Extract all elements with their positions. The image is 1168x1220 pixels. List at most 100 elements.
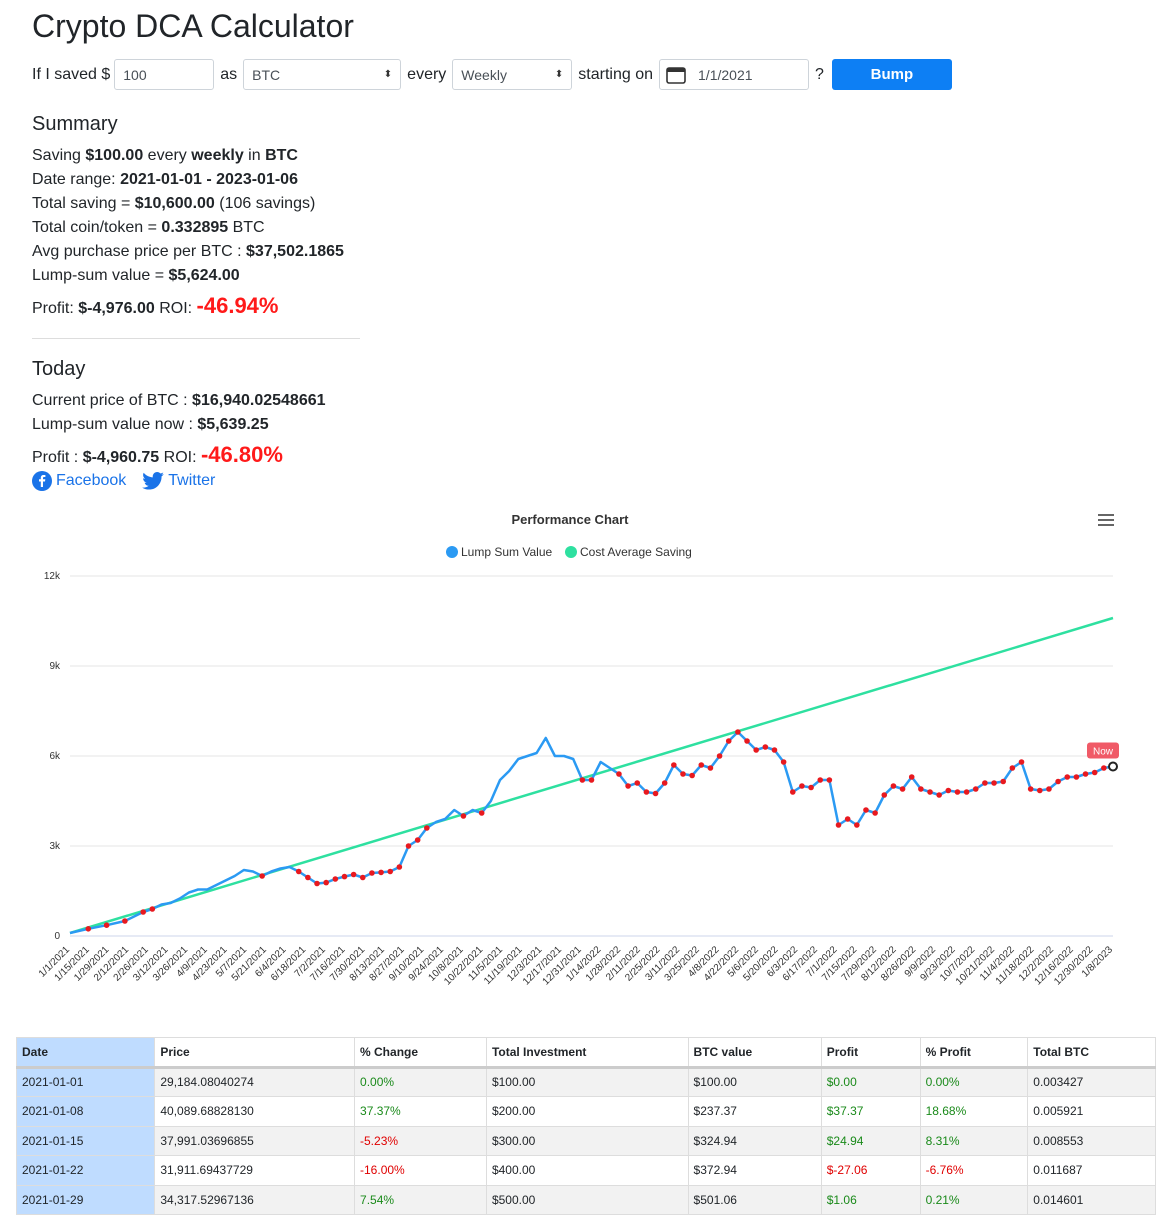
loss-point-marker [844, 816, 851, 822]
summary-avg: Avg purchase price per BTC : $37,502.186… [32, 243, 344, 260]
loss-point-marker [625, 783, 631, 789]
table-header-cell[interactable]: Profit [820, 1037, 921, 1069]
chart-series: Now [69, 616, 1119, 935]
table-cell: 0.008553 [1027, 1125, 1156, 1156]
table-cell: $237.37 [687, 1096, 822, 1127]
loss-point-marker [616, 771, 622, 777]
table-cell: 7.54% [354, 1184, 487, 1215]
legend-lump-label[interactable]: Lump Sum Value [461, 545, 552, 559]
summary-section: Summary Saving $100.00 every weekly in B… [32, 110, 344, 321]
loss-point-marker [945, 787, 952, 794]
table-cell: $1.06 [820, 1184, 921, 1215]
legend-dca-label[interactable]: Cost Average Saving [580, 545, 692, 559]
today-roi: -46.80% [200, 442, 283, 467]
today-lump: Lump-sum value now : $5,639.25 [32, 416, 269, 433]
table-cell: 29,184.08040274 [154, 1066, 356, 1097]
loss-point-marker [698, 762, 705, 768]
loss-point-marker [460, 813, 467, 819]
table-cell: $100.00 [687, 1066, 822, 1097]
calendar-icon[interactable] [666, 66, 686, 84]
now-point [1108, 761, 1118, 772]
loss-point-marker [927, 789, 933, 795]
facebook-link[interactable]: Facebook [32, 471, 126, 491]
prefix-label: If I saved $ [32, 65, 111, 83]
loss-point-marker [689, 772, 695, 779]
loss-point-marker [854, 822, 860, 828]
series-cost-average-line [69, 616, 1114, 935]
loss-point-marker [122, 918, 128, 924]
table-cell: 0.011687 [1027, 1155, 1156, 1186]
table-cell: 40,089.68828130 [154, 1096, 356, 1127]
coin-select[interactable]: BTC ⬍ [243, 59, 402, 90]
start-date-value: 1/1/2021 [698, 66, 753, 83]
table-cell: 18.68% [919, 1096, 1029, 1127]
table-cell: 0.014601 [1027, 1184, 1156, 1215]
loss-point-marker [103, 922, 110, 928]
y-tick-label: 0 [54, 931, 60, 942]
table-row: 2021-01-08 40,089.68828130 37.37% $200.00 $2… [15, 1096, 1156, 1127]
loss-point-marker [808, 784, 814, 791]
loss-point-marker [643, 789, 650, 795]
loss-point-marker [817, 777, 824, 783]
today-profit: Profit : $-4,960.75 ROI: -46.80% [32, 442, 283, 467]
loss-point-marker [872, 810, 878, 816]
now-label: Now [1093, 747, 1114, 758]
loss-point-marker [369, 870, 375, 876]
loss-point-marker [295, 868, 302, 875]
table-cell: $300.00 [485, 1125, 689, 1156]
loss-point-marker [671, 762, 677, 768]
loss-point-marker [661, 780, 668, 786]
summary-total: Total saving = $10,600.00 (106 savings) [32, 195, 316, 212]
loss-point-marker [149, 906, 156, 912]
loss-point-marker [588, 777, 595, 783]
loss-point-marker [1055, 778, 1061, 785]
chart-title: Performance Chart [511, 512, 629, 527]
start-date-input[interactable]: 1/1/2021 [659, 59, 810, 90]
table-header-cell[interactable]: Price [154, 1037, 356, 1069]
today-price: Current price of BTC : $16,940.02548661 [32, 392, 326, 409]
performance-chart: Performance Chart Lump Sum Value Cost Av… [37, 512, 1119, 988]
loss-point-marker [835, 822, 842, 828]
loss-point-marker [1082, 771, 1089, 777]
loss-point-marker [634, 780, 641, 786]
table-header-cell[interactable]: BTC value [687, 1037, 822, 1069]
loss-point-marker [387, 868, 394, 875]
loss-point-marker [350, 871, 357, 878]
facebook-icon [32, 471, 52, 491]
loss-point-marker [716, 753, 723, 759]
table-cell: $500.00 [485, 1184, 689, 1215]
table-row: 2021-01-29 34,317.52967136 7.54% $500.00 $50… [15, 1184, 1156, 1215]
loss-point-marker [314, 880, 320, 887]
table-header-cell[interactable]: Total BTC [1027, 1037, 1156, 1069]
table-cell: $501.06 [687, 1184, 822, 1215]
table-header-cell[interactable]: % Profit [919, 1037, 1029, 1069]
as-label: as [220, 65, 238, 83]
table-cell: $372.94 [687, 1155, 822, 1186]
table-header-cell[interactable]: % Change [354, 1037, 487, 1069]
loss-point-marker [414, 837, 421, 843]
table-header-row: Date Price% Change Total Investment BTC val… [15, 1037, 1156, 1069]
summary-roi: -46.94% [196, 293, 279, 318]
chart-menu-icon[interactable] [1098, 514, 1114, 526]
bump-button[interactable]: Bump [831, 59, 952, 90]
summary-heading: Summary [32, 113, 118, 135]
table-header-cell[interactable]: Total Investment [485, 1037, 689, 1069]
legend-dca-marker [565, 546, 577, 558]
x-axis: 1/1/20211/15/20211/29/20212/12/20212/26/… [37, 944, 1116, 987]
loss-point-marker [323, 879, 329, 886]
amount-input[interactable]: 100 [114, 59, 215, 90]
today-heading: Today [32, 358, 86, 380]
facebook-label: Facebook [56, 472, 127, 489]
loss-point-marker [305, 874, 311, 881]
updown-arrows-icon: ⬍ [554, 68, 564, 80]
question-mark: ? [815, 65, 824, 83]
twitter-label: Twitter [168, 472, 216, 489]
loss-point-marker [1064, 774, 1071, 780]
table-header-cell[interactable]: Date [15, 1037, 156, 1069]
table-cell: 0.00% [354, 1066, 487, 1097]
table-cell: $200.00 [485, 1096, 689, 1127]
table-row: 2021-01-22 31,911.69437729 -16.00% $400.00 $… [15, 1155, 1156, 1186]
frequency-select[interactable]: Weekly ⬍ [452, 59, 573, 90]
twitter-link[interactable]: Twitter [142, 472, 215, 490]
table-row: 2021-01-01 29,184.08040274 0.00% $100.00 $10… [15, 1066, 1156, 1097]
